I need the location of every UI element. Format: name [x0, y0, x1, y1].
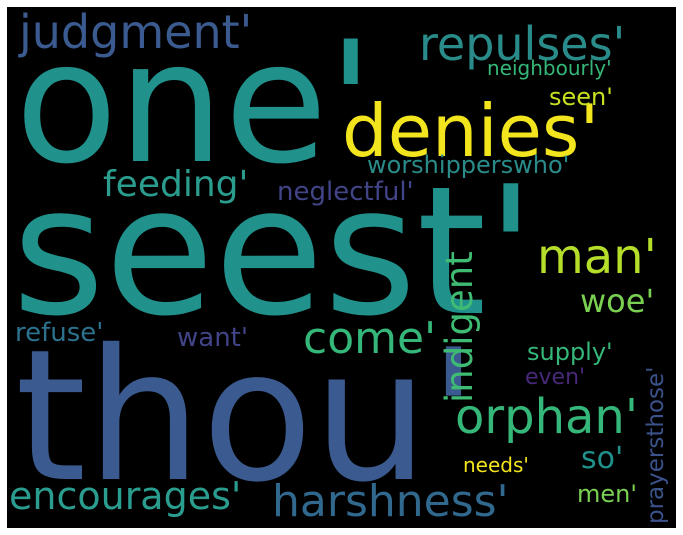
word-indigent: indigent — [438, 251, 481, 403]
word-prayersthose: prayersthose' — [643, 366, 669, 524]
word-want: want' — [177, 323, 249, 353]
word-harshness: harshness' — [272, 476, 509, 527]
word-even: even' — [525, 365, 586, 390]
word-so: so' — [581, 441, 624, 476]
word-supply: supply' — [527, 338, 613, 366]
word-feeding: feeding' — [103, 164, 249, 205]
word-thou: thou' — [15, 310, 479, 522]
word-repulses: repulses' — [419, 17, 626, 71]
word-needs: needs' — [463, 453, 529, 477]
word-refuse: refuse' — [15, 318, 104, 348]
word-encourages: encourages' — [9, 474, 242, 518]
word-seen: seen' — [549, 83, 613, 111]
word-cloud: one' seest' thou' denies' judgment' repu… — [7, 7, 676, 528]
word-men: men' — [577, 480, 637, 508]
word-come: come' — [303, 313, 437, 364]
word-neighbourly: neighbourly' — [487, 56, 612, 80]
word-worshipperswho: worshipperswho' — [367, 151, 570, 179]
word-man: man' — [537, 229, 657, 285]
word-one: one' — [15, 7, 374, 201]
word-orphan: orphan' — [455, 389, 639, 445]
word-judgment: judgment' — [19, 7, 253, 59]
word-seest: seest' — [12, 148, 536, 355]
word-denies: denies' — [342, 89, 600, 173]
word-woe: woe' — [580, 282, 655, 320]
word-neglectful: neglectful' — [277, 177, 414, 207]
